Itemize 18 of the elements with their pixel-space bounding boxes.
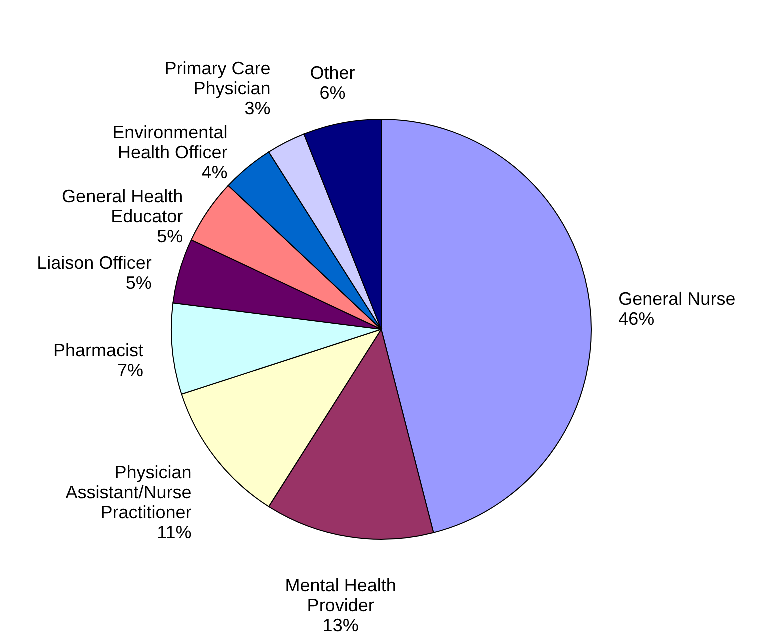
data-label: 6%	[320, 83, 346, 104]
data-label: 4%	[202, 162, 228, 182]
data-label: 5%	[157, 226, 184, 246]
slice-label: Environmental Health Officer	[112, 122, 228, 162]
data-label: 46%	[618, 309, 655, 330]
slice-label: Mental Health Provider	[285, 575, 396, 616]
slice-label: General Health Educator	[62, 186, 184, 226]
slice-label: Other	[310, 63, 356, 84]
slice-label: Primary Care Physician	[164, 58, 271, 98]
slice-label: General Nurse	[618, 289, 736, 310]
slice-label: Pharmacist	[54, 340, 144, 361]
data-label: 11%	[157, 522, 192, 543]
slice-label: Liaison Officer	[37, 252, 152, 273]
data-label: 5%	[126, 272, 152, 293]
slice-label: Physician Assistant/Nurse Practitioner	[66, 462, 192, 523]
data-label: 3%	[244, 98, 271, 118]
data-label: 7%	[118, 360, 144, 381]
data-label: 13%	[322, 615, 359, 636]
